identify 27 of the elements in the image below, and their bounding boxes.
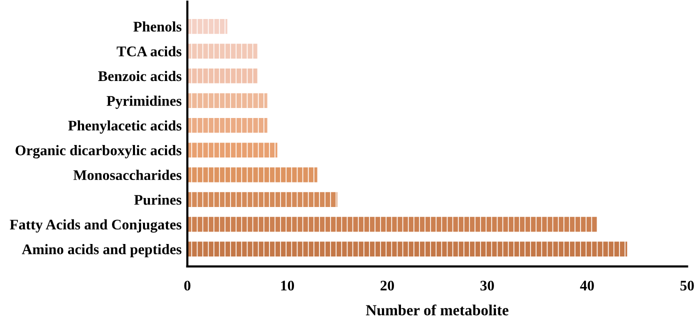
y-tick-label: Phenols	[133, 21, 182, 32]
y-tick-label: TCA acids	[116, 46, 182, 56]
y-tick-label: Purines	[134, 194, 182, 205]
x-tick-label: 30	[480, 280, 494, 291]
bar	[187, 142, 278, 158]
y-tick-label: Organic dicarboxylic acids	[16, 145, 182, 158]
bar	[187, 192, 338, 208]
bar	[187, 93, 268, 108]
bar	[187, 68, 258, 84]
y-tick-label: Monosaccharides	[73, 170, 182, 180]
bar	[187, 44, 258, 59]
x-tick-label: 10	[281, 280, 294, 291]
y-tick-label: Pyrimidines	[106, 96, 182, 109]
x-tick-label: 40	[580, 280, 594, 291]
x-axis-title: Number of metabolite	[366, 304, 508, 316]
bar	[187, 18, 228, 34]
y-tick-label: Benzoic acids	[98, 70, 182, 82]
y-tick-label: Phenylacetic acids	[68, 120, 182, 134]
x-tick-label: 20	[380, 280, 394, 291]
x-tick-label: 50	[680, 280, 694, 291]
y-tick-label: Amino acids and peptides	[22, 244, 182, 258]
y-tick-label: Fatty Acids and Conjugates	[10, 219, 182, 233]
bar	[187, 167, 318, 182]
bar	[187, 118, 268, 133]
x-tick-label: 0	[184, 280, 190, 291]
bar	[187, 216, 598, 232]
bar	[187, 242, 628, 257]
